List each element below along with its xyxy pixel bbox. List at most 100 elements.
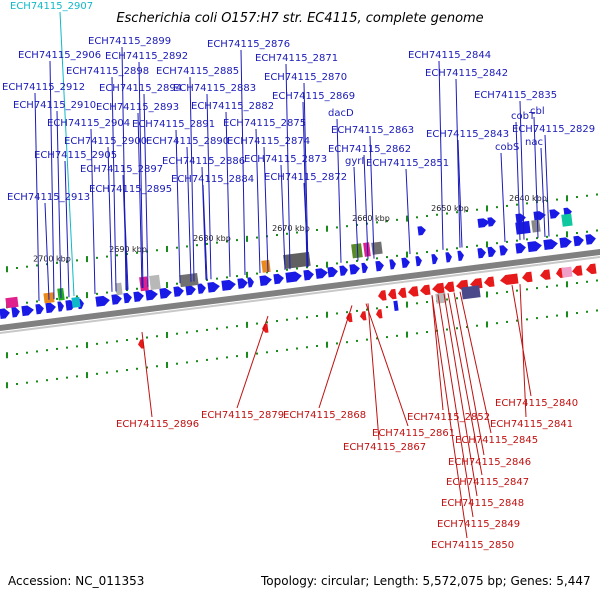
- leader-line: [369, 135, 375, 259]
- scale-tick: [546, 285, 548, 288]
- feature-box: [561, 213, 573, 227]
- leader-line: [540, 147, 546, 237]
- scale-tick: [346, 311, 348, 314]
- scale-tick: [426, 215, 428, 218]
- scale-tick: [316, 264, 318, 267]
- gene-label: ECH74115_2907: [10, 1, 93, 12]
- scale-tick: [536, 237, 538, 240]
- forward-gene-arrow: [21, 305, 34, 317]
- scale-tick: [326, 225, 328, 232]
- scale-tick: [356, 259, 358, 262]
- leader-line: [453, 292, 485, 456]
- scale-tick: [66, 346, 68, 349]
- leader-line: [141, 331, 153, 418]
- leader-line: [363, 154, 369, 260]
- scale-tick: [246, 235, 248, 242]
- feature-box: [515, 220, 531, 235]
- scale-tick: [396, 218, 398, 221]
- leader-line: [49, 60, 55, 300]
- gene-label: ECH74115_2847: [446, 477, 529, 488]
- scale-tick: [166, 281, 168, 288]
- scale-tick: [236, 325, 238, 328]
- scale-tick: [126, 369, 128, 372]
- scale-tick: [296, 317, 298, 320]
- scale-tick: [376, 221, 378, 224]
- forward-gene-arrow: [487, 217, 496, 227]
- scale-tick: [216, 327, 218, 330]
- leader-line: [107, 146, 113, 292]
- forward-gene-arrow: [159, 288, 172, 299]
- scale-tick: [26, 351, 28, 354]
- scale-tick: [76, 345, 78, 348]
- gene-label: ECH74115_2910: [13, 100, 96, 111]
- scale-tick: [266, 351, 268, 354]
- leader-line: [365, 303, 409, 427]
- gene-label: ECH74115_2849: [437, 519, 520, 530]
- scale-tick: [436, 249, 438, 252]
- forward-gene-arrow: [527, 241, 542, 253]
- scale-tick: [346, 261, 348, 264]
- genome-backbone: [0, 249, 600, 331]
- scale-tick: [446, 328, 448, 331]
- forward-gene-arrow: [339, 265, 348, 276]
- gene-label: ECH74115_2835: [474, 90, 557, 101]
- leader-line: [34, 92, 40, 302]
- scale-tick: [106, 341, 108, 344]
- scale-tick: [26, 301, 28, 304]
- scale-tick: [256, 272, 258, 275]
- forward-gene-arrow: [499, 245, 508, 256]
- scale-tick: [546, 315, 548, 318]
- scale-tick: [586, 230, 588, 233]
- scale-tick: [246, 321, 248, 328]
- gene-label: ECH74115_2876: [207, 39, 290, 50]
- scale-tick: [276, 350, 278, 353]
- scale-tick: [36, 300, 38, 303]
- scale-tick: [236, 239, 238, 242]
- scale-tick: [496, 206, 498, 209]
- reverse-gene-arrow: [572, 265, 583, 276]
- gene-label: ECH74115_2862: [328, 144, 411, 155]
- leader-line: [519, 284, 527, 418]
- gene-label: ECH74115_2861: [372, 428, 455, 439]
- scale-tick: [226, 326, 228, 329]
- scale-tick: [596, 279, 598, 282]
- gene-label: ECH74115_2872: [264, 172, 347, 183]
- gene-label: ECH74115_2894: [99, 83, 182, 94]
- gene-label: ECH74115_2873: [244, 154, 327, 165]
- gene-label: ECH74115_2913: [7, 192, 90, 203]
- scale-tick: [546, 235, 548, 238]
- gene-label: ECH74115_2841: [490, 419, 573, 430]
- scale-tick: [486, 241, 488, 248]
- forward-gene-arrow: [123, 292, 132, 304]
- scale-tick: [466, 209, 468, 212]
- gene-label: ECH74115_2871: [255, 53, 338, 64]
- scale-tick: [226, 356, 228, 359]
- scale-tick: [576, 232, 578, 235]
- scale-tick: [506, 204, 508, 207]
- scale-tick: [136, 337, 138, 340]
- scale-tick: [186, 245, 188, 248]
- leader-line: [533, 116, 539, 238]
- scale-tick: [126, 253, 128, 256]
- leader-line: [431, 295, 468, 539]
- forward-gene-arrow: [349, 264, 360, 275]
- scale-tick: [446, 212, 448, 215]
- feature-box: [5, 296, 19, 309]
- gene-label: ECH74115_2890: [146, 136, 229, 147]
- forward-gene-arrow: [185, 284, 196, 296]
- scale-label: 2680 kbp: [193, 234, 231, 243]
- scale-tick: [556, 234, 558, 237]
- leader-line: [519, 100, 525, 240]
- leader-line: [44, 202, 50, 300]
- scale-tick: [366, 338, 368, 341]
- scale-tick: [526, 238, 528, 241]
- gene-label: ECH74115_2840: [495, 398, 578, 409]
- scale-tick: [76, 259, 78, 262]
- scale-tick: [446, 248, 448, 251]
- reverse-gene-arrow: [378, 290, 387, 301]
- scale-tick: [336, 226, 338, 229]
- scale-tick: [146, 336, 148, 339]
- scale-tick: [316, 228, 318, 231]
- gene-label: ECH74115_2844: [408, 50, 491, 61]
- accession-text: Accession: NC_011353: [8, 574, 145, 588]
